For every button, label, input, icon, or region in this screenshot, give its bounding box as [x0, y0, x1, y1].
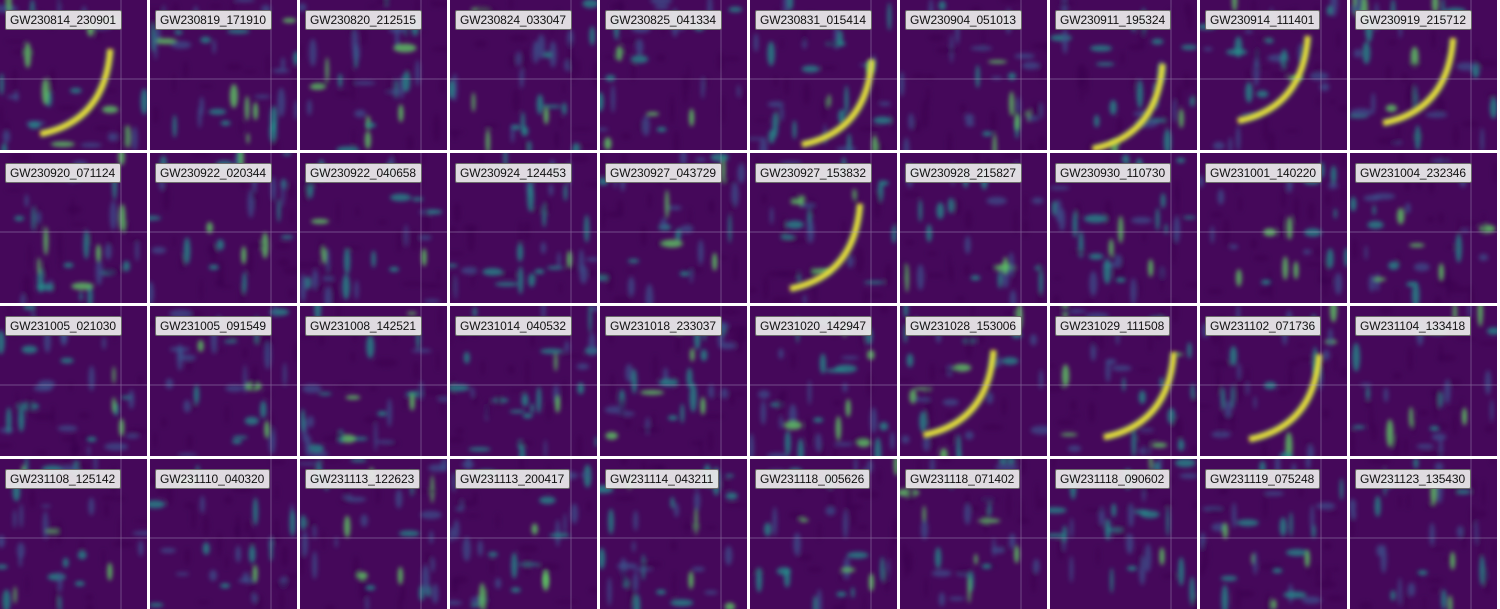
spectrogram-panel: GW230919_215712: [1350, 0, 1497, 150]
event-label: GW231119_075248: [1205, 469, 1320, 489]
event-label: GW230930_110730: [1055, 163, 1171, 183]
event-label: GW230920_071124: [5, 163, 121, 183]
spectrogram-panel: GW231005_021030: [0, 306, 147, 456]
event-label: GW231110_040320: [155, 469, 270, 489]
event-label: GW230819_171910: [155, 10, 272, 30]
event-label: GW231118_071402: [905, 469, 1020, 489]
event-label: GW231020_142947: [755, 316, 872, 336]
spectrogram-panel: GW230825_041334: [600, 0, 747, 150]
spectrogram-panel: GW231119_075248: [1200, 459, 1347, 609]
spectrogram-panel: GW231113_200417: [450, 459, 597, 609]
spectrogram-panel: GW231113_122623: [300, 459, 447, 609]
spectrogram-panel: GW230930_110730: [1050, 153, 1197, 303]
spectrogram-panel: GW231029_111508: [1050, 306, 1197, 456]
event-label: GW230919_215712: [1355, 10, 1472, 30]
event-label: GW231008_142521: [305, 316, 422, 336]
event-label: GW231118_090602: [1055, 469, 1170, 489]
spectrogram-panel: GW231118_090602: [1050, 459, 1197, 609]
event-label: GW231123_135430: [1355, 469, 1471, 489]
event-label: GW231102_071736: [1205, 316, 1321, 336]
event-label: GW230820_212515: [305, 10, 422, 30]
event-label: GW231028_153006: [905, 316, 1022, 336]
spectrogram-panel: GW231018_233037: [600, 306, 747, 456]
spectrogram-panel: GW231008_142521: [300, 306, 447, 456]
event-label: GW231114_043211: [605, 469, 719, 489]
spectrogram-panel: GW230824_033047: [450, 0, 597, 150]
spectrogram-panel: GW231001_140220: [1200, 153, 1347, 303]
event-label: GW231113_200417: [455, 469, 570, 489]
spectrogram-panel: GW230820_212515: [300, 0, 447, 150]
spectrogram-panel: GW230928_215827: [900, 153, 1047, 303]
spectrogram-panel: GW230922_020344: [150, 153, 297, 303]
event-label: GW230914_111401: [1205, 10, 1320, 30]
spectrogram-panel: GW231004_232346: [1350, 153, 1497, 303]
spectrogram-panel: GW231028_153006: [900, 306, 1047, 456]
spectrogram-panel: GW230904_051013: [900, 0, 1047, 150]
event-label: GW230922_040658: [305, 163, 422, 183]
event-label: GW231005_091549: [155, 316, 272, 336]
spectrogram-panel: GW230914_111401: [1200, 0, 1347, 150]
spectrogram-panel: GW230819_171910: [150, 0, 297, 150]
event-label: GW231005_021030: [5, 316, 122, 336]
spectrogram-panel: GW231005_091549: [150, 306, 297, 456]
event-label: GW230831_015414: [755, 10, 872, 30]
spectrogram-panel: GW230927_043729: [600, 153, 747, 303]
spectrogram-panel: GW231014_040532: [450, 306, 597, 456]
spectrogram-panel: GW231114_043211: [600, 459, 747, 609]
spectrogram-panel: GW231102_071736: [1200, 306, 1347, 456]
event-label: GW231018_233037: [605, 316, 722, 336]
event-label: GW231014_040532: [455, 316, 572, 336]
spectrogram-panel: GW230911_195324: [1050, 0, 1197, 150]
event-label: GW230927_153832: [755, 163, 872, 183]
event-label: GW231029_111508: [1055, 316, 1170, 336]
spectrogram-panel: GW231104_133418: [1350, 306, 1497, 456]
event-label: GW230825_041334: [605, 10, 722, 30]
event-label: GW230814_230901: [5, 10, 122, 30]
event-label: GW231004_232346: [1355, 163, 1472, 183]
spectrogram-panel: GW231020_142947: [750, 306, 897, 456]
event-label: GW230928_215827: [905, 163, 1022, 183]
event-label: GW230904_051013: [905, 10, 1022, 30]
spectrogram-panel: GW230814_230901: [0, 0, 147, 150]
event-label: GW231118_005626: [755, 469, 870, 489]
spectrogram-panel: GW230922_040658: [300, 153, 447, 303]
event-label: GW230911_195324: [1055, 10, 1171, 30]
spectrogram-panel: GW231110_040320: [150, 459, 297, 609]
spectrogram-panel: GW231123_135430: [1350, 459, 1497, 609]
event-label: GW230927_043729: [605, 163, 722, 183]
spectrogram-panel: GW230920_071124: [0, 153, 147, 303]
spectrogram-panel: GW230927_153832: [750, 153, 897, 303]
event-label: GW231113_122623: [305, 469, 420, 489]
event-label: GW231104_133418: [1355, 316, 1471, 336]
spectrogram-panel: GW230831_015414: [750, 0, 897, 150]
spectrogram-panel: GW230924_124453: [450, 153, 597, 303]
spectrogram-panel: GW231118_005626: [750, 459, 897, 609]
spectrogram-panel: GW231118_071402: [900, 459, 1047, 609]
event-label: GW231108_125142: [5, 469, 121, 489]
event-label: GW230922_020344: [155, 163, 272, 183]
spectrogram-grid: GW230814_230901 GW230819_171910 GW230820_2…: [0, 0, 1500, 501]
spectrogram-panel: GW231108_125142: [0, 459, 147, 609]
event-label: GW230924_124453: [455, 163, 572, 183]
event-label: GW231001_140220: [1205, 163, 1322, 183]
event-label: GW230824_033047: [455, 10, 572, 30]
